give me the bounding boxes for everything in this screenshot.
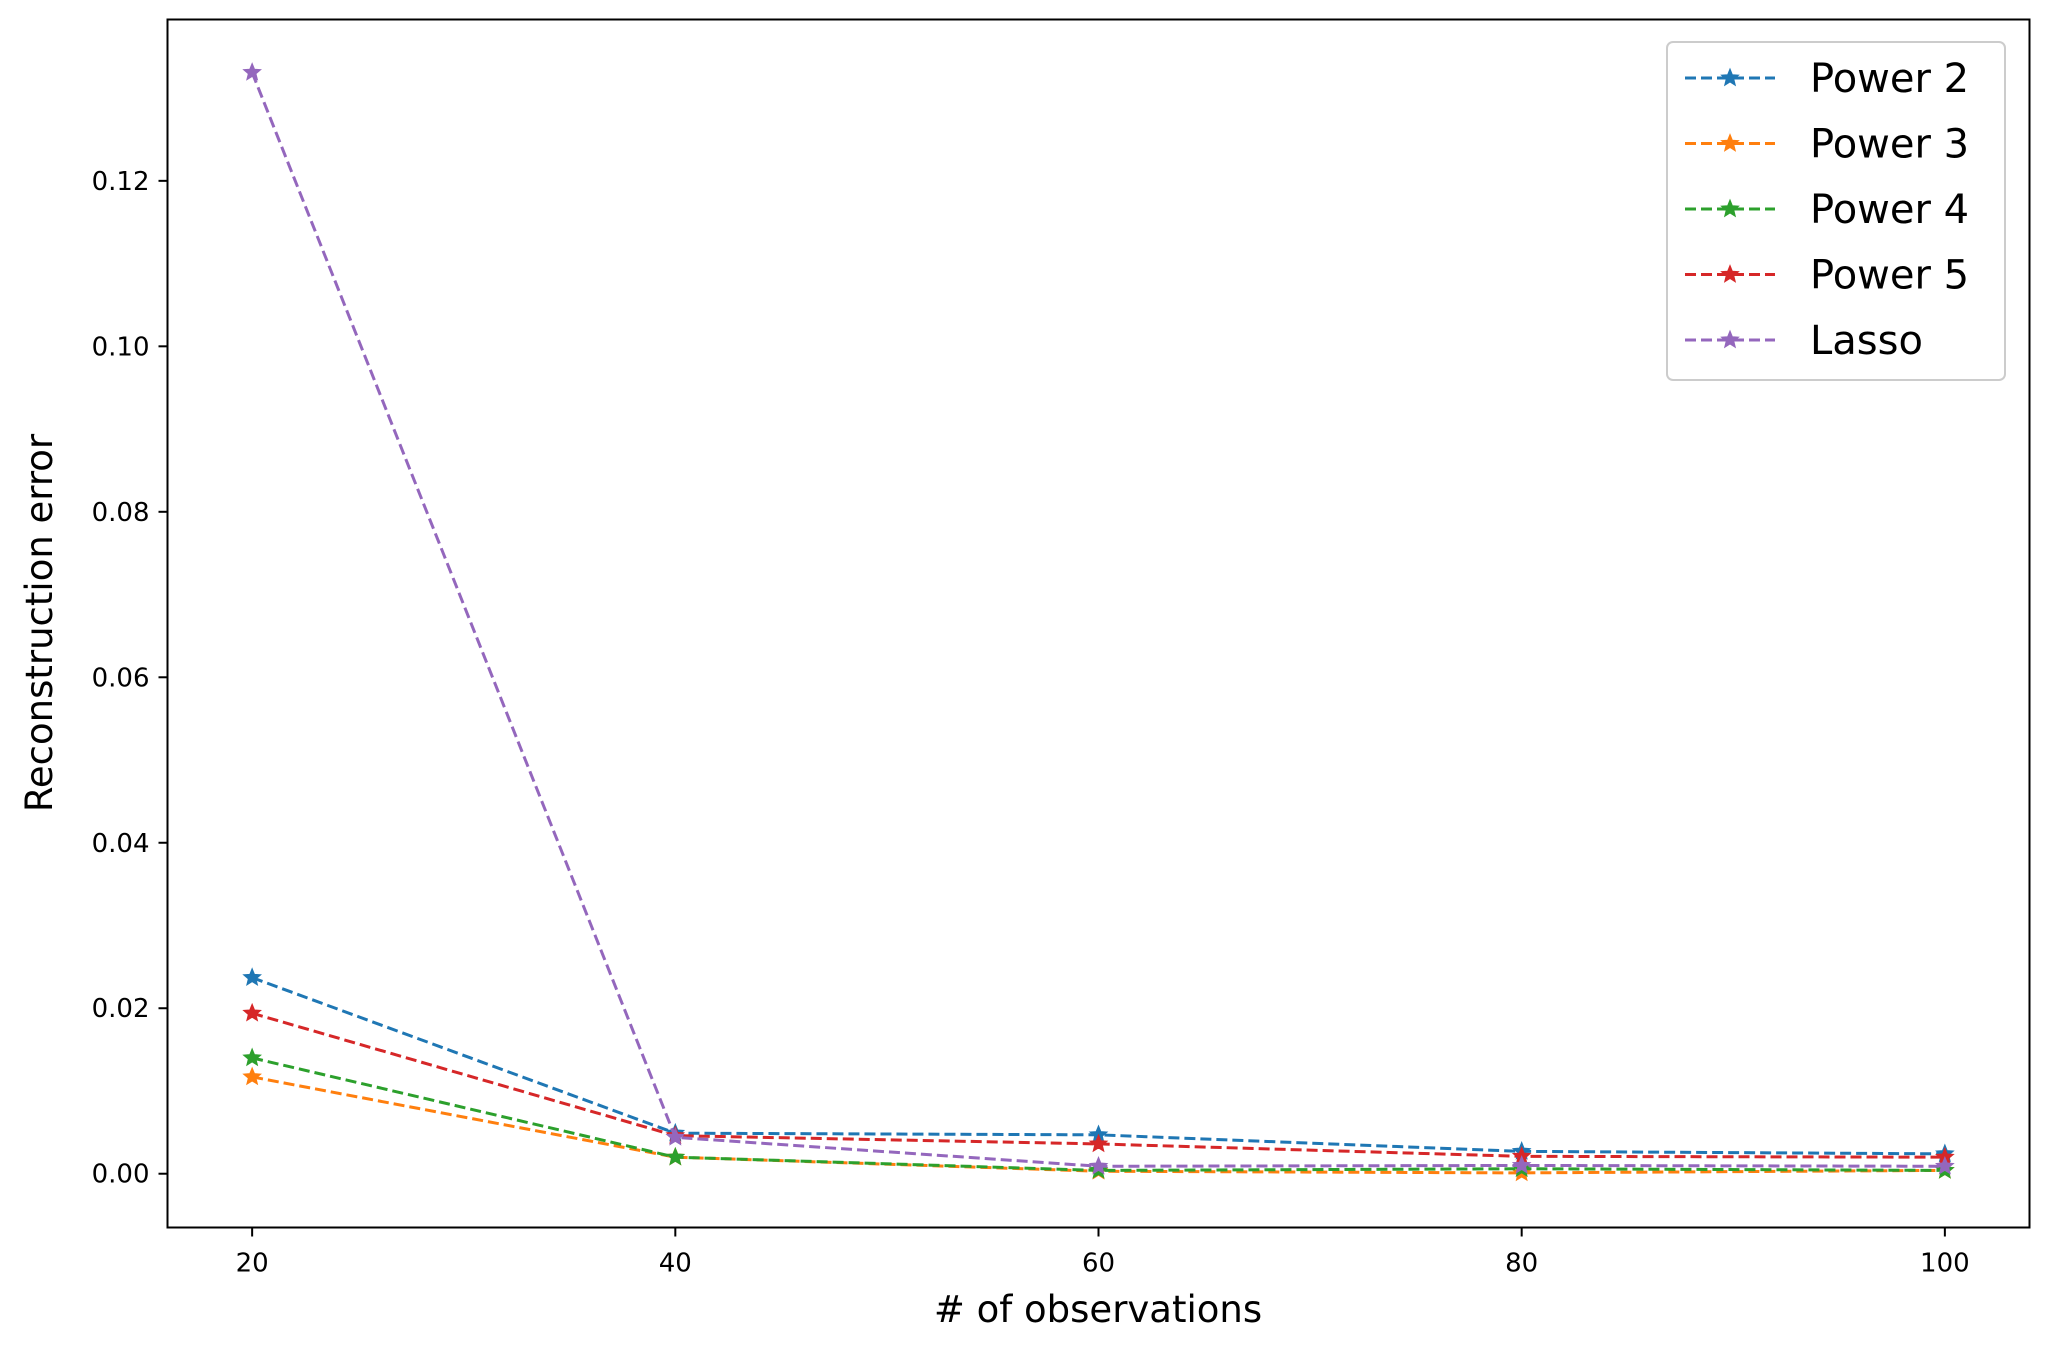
x-tick-label: 60 xyxy=(1082,1249,1115,1279)
data-point-star xyxy=(1511,1155,1532,1174)
series-lasso xyxy=(242,62,1955,1175)
legend-star-icon xyxy=(1720,198,1740,218)
y-tick-label: 0.08 xyxy=(92,498,150,528)
legend: Power 2 Power 3 Power 4 Power 5 Lasso xyxy=(1666,41,2006,381)
data-point-star xyxy=(242,62,262,81)
y-tick-label: 0.02 xyxy=(92,994,150,1024)
data-point-star xyxy=(242,967,262,986)
legend-box xyxy=(1666,41,2006,381)
x-tick-label: 20 xyxy=(236,1249,269,1279)
y-tick-label: 0.00 xyxy=(92,1160,150,1190)
legend-label: Power 3 xyxy=(1810,122,1969,168)
data-point-star xyxy=(242,1066,262,1086)
legend-star-icon xyxy=(1720,133,1740,152)
y-tick-label: 0.12 xyxy=(92,167,150,197)
data-point-star xyxy=(1935,1155,1955,1175)
data-point-star xyxy=(665,1126,686,1146)
legend-star-icon xyxy=(1720,264,1740,283)
data-point-star xyxy=(1088,1133,1109,1153)
legend-item: Lasso xyxy=(1685,318,1923,364)
legend-star-icon xyxy=(1720,67,1740,87)
data-point-star xyxy=(242,1047,262,1067)
data-point-star xyxy=(665,1146,686,1166)
x-axis: 20 40 60 80 100 xyxy=(236,1227,1970,1279)
y-axis-label: Reconstruction error xyxy=(18,433,61,812)
legend-item: Power 5 xyxy=(1685,253,1969,299)
x-axis-label: # of observations xyxy=(934,1288,1262,1331)
legend-label: Power 4 xyxy=(1810,187,1969,233)
y-tick-label: 0.10 xyxy=(92,332,150,362)
legend-item: Power 4 xyxy=(1685,187,1969,233)
y-tick-label: 0.06 xyxy=(92,663,150,693)
y-tick-label: 0.04 xyxy=(92,829,150,859)
y-axis: 0.00 0.02 0.04 0.06 0.08 0.10 0.12 xyxy=(92,167,168,1190)
legend-item: Power 3 xyxy=(1685,122,1969,168)
x-tick-label: 80 xyxy=(1505,1249,1538,1279)
data-point-star xyxy=(242,1002,262,1022)
legend-label: Lasso xyxy=(1810,318,1923,364)
legend-star-icon xyxy=(1720,329,1740,349)
x-tick-label: 100 xyxy=(1920,1249,1970,1279)
data-point-star xyxy=(1088,1155,1109,1175)
legend-item: Power 2 xyxy=(1685,56,1969,102)
x-tick-label: 40 xyxy=(659,1249,692,1279)
legend-label: Power 5 xyxy=(1810,253,1969,299)
legend-label: Power 2 xyxy=(1810,56,1969,102)
series-line xyxy=(251,1011,1945,1159)
